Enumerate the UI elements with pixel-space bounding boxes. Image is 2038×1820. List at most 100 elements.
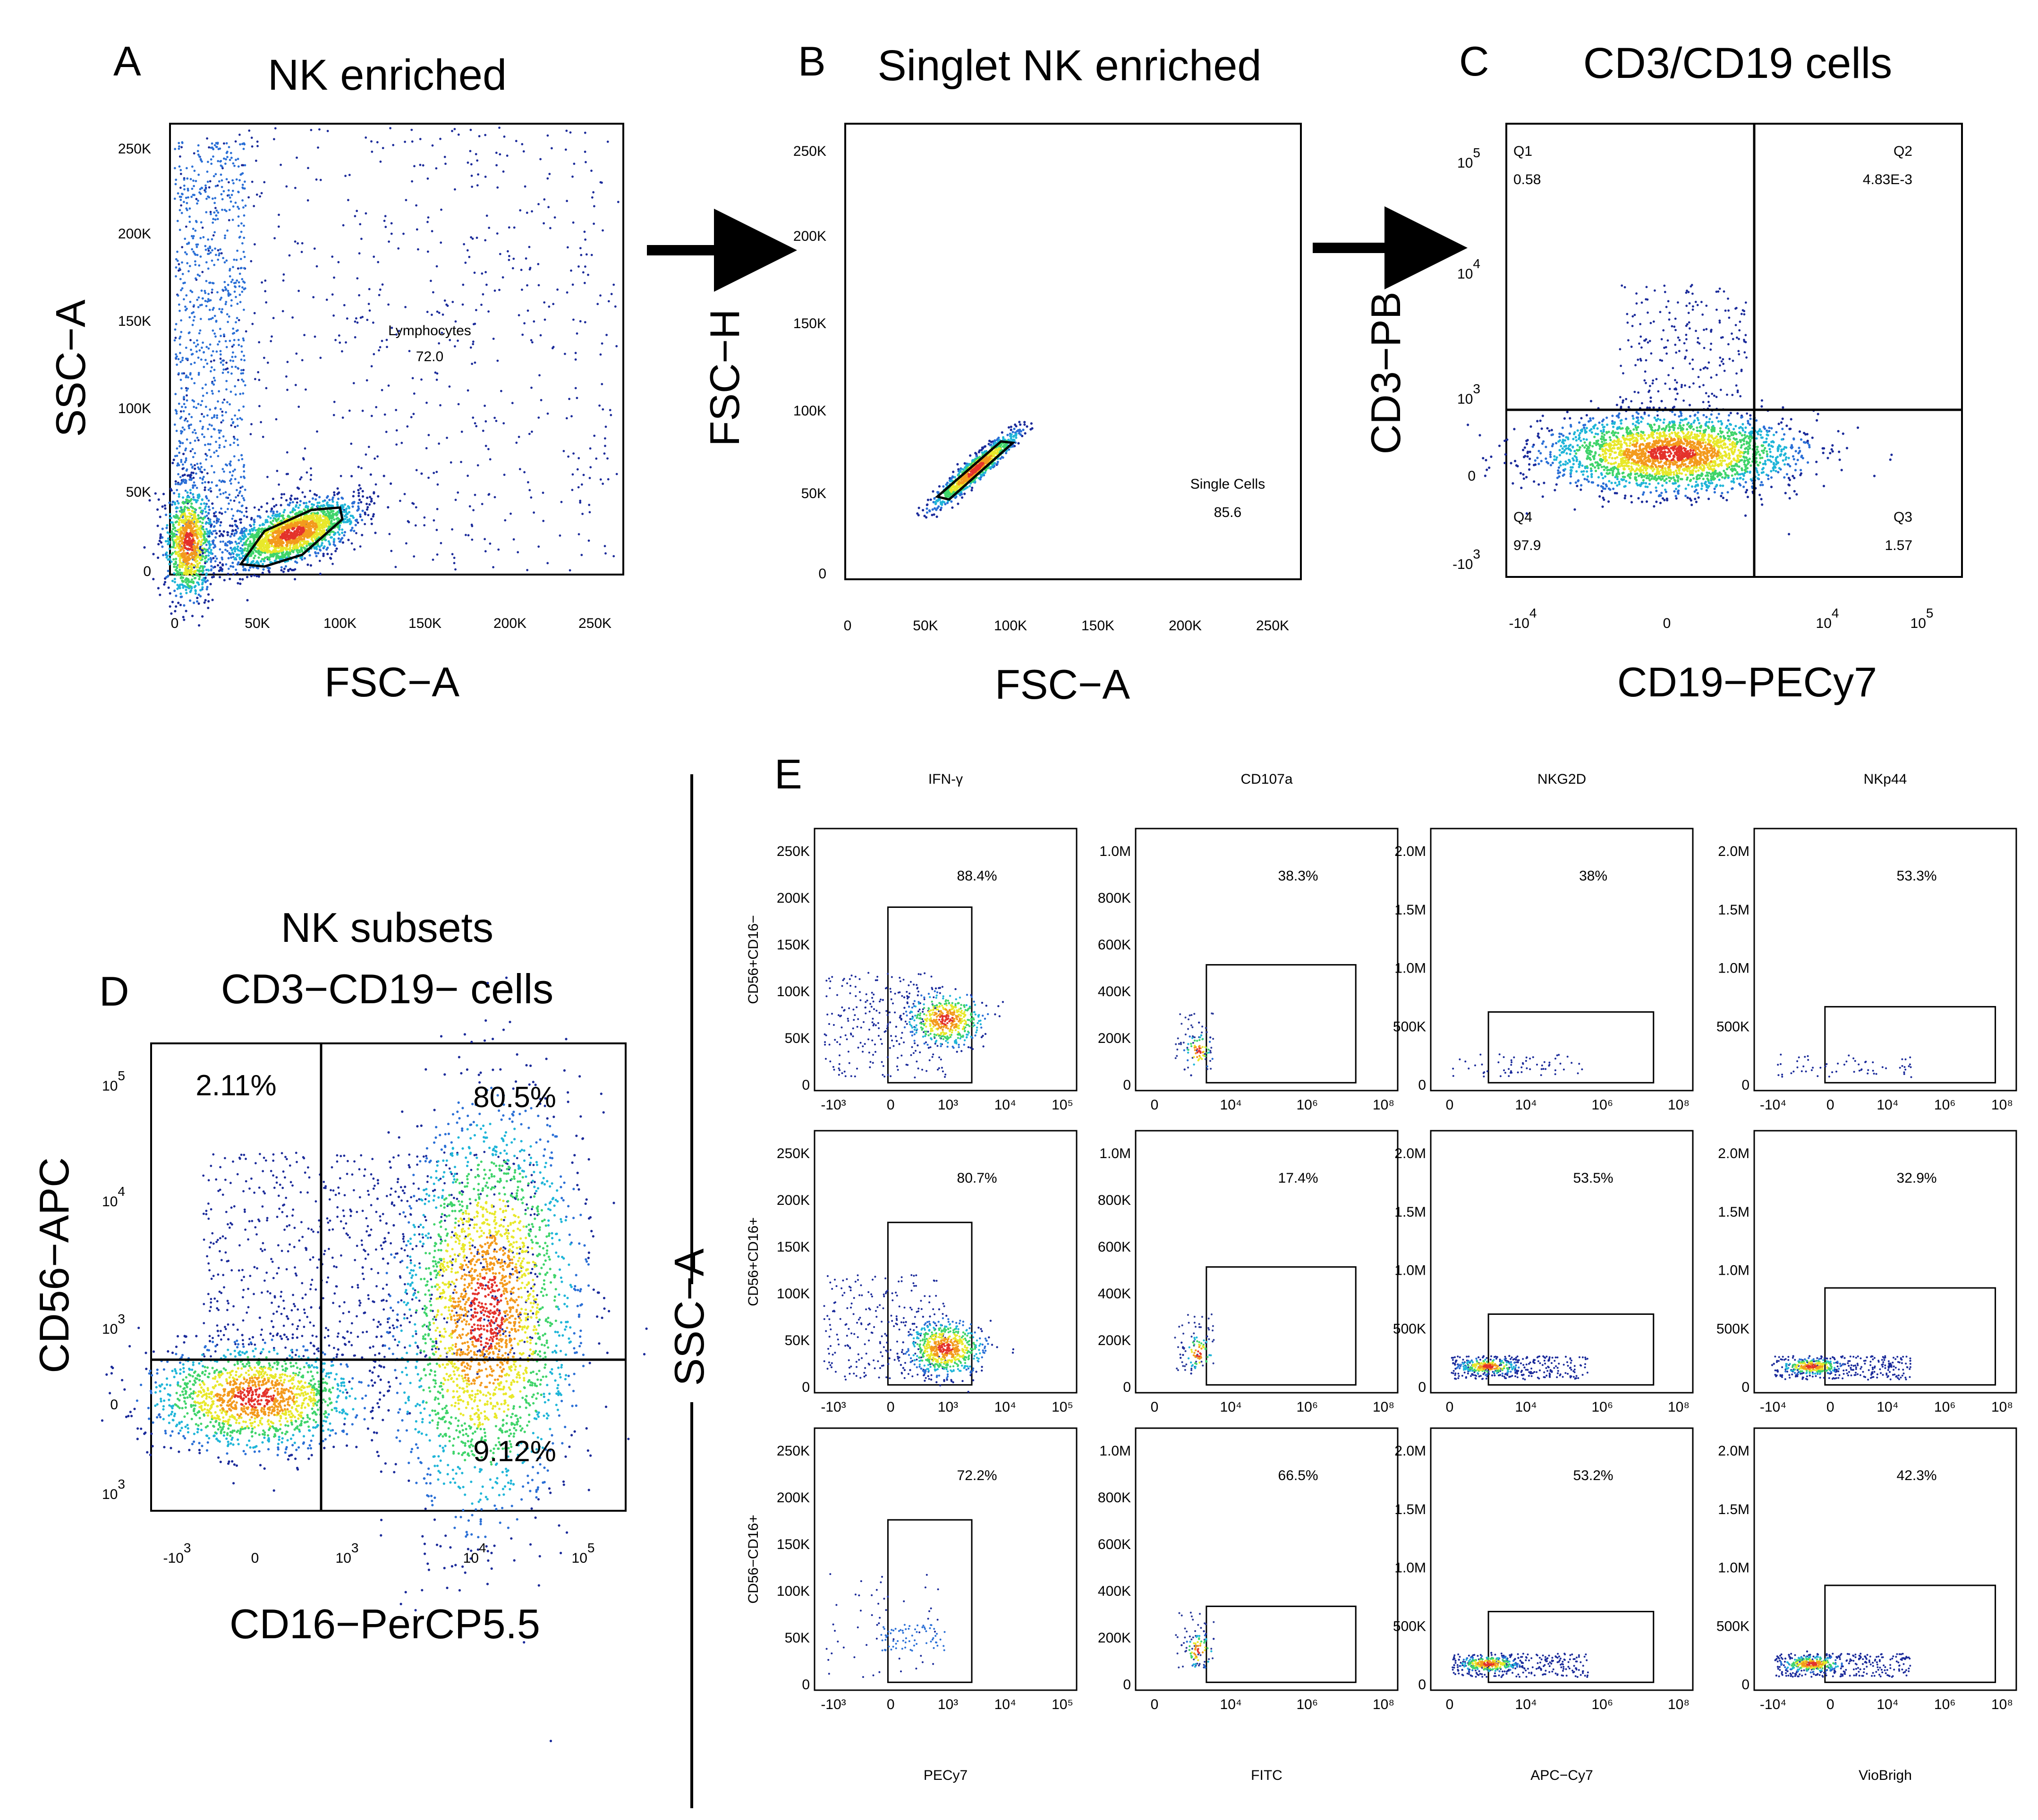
event-dot xyxy=(176,260,179,262)
event-dot xyxy=(288,504,291,507)
event-dot xyxy=(205,197,208,200)
event-dot xyxy=(218,390,220,393)
event-dot xyxy=(530,496,533,499)
event-dot xyxy=(294,578,297,581)
event-dot xyxy=(403,493,406,495)
event-dot xyxy=(537,203,540,205)
event-dot xyxy=(236,489,238,491)
event-dot xyxy=(200,289,203,292)
event-dot xyxy=(231,525,234,527)
event-dot xyxy=(176,587,179,590)
event-dot xyxy=(366,506,369,508)
event-dot xyxy=(199,589,202,592)
event-dot xyxy=(580,554,583,556)
event-dot xyxy=(173,535,176,538)
event-dot xyxy=(195,487,198,489)
event-dot xyxy=(202,542,205,545)
event-dot xyxy=(192,228,195,230)
event-dot xyxy=(451,528,453,531)
event-dot xyxy=(367,514,370,516)
event-dot xyxy=(180,204,182,207)
event-dot xyxy=(235,568,238,571)
event-dot xyxy=(242,339,245,342)
event-dot xyxy=(186,243,188,245)
event-dot xyxy=(231,561,234,564)
event-dot xyxy=(215,214,218,217)
event-dot xyxy=(243,359,246,362)
event-dot xyxy=(209,247,212,249)
event-dot xyxy=(297,406,300,408)
event-dot xyxy=(433,519,435,522)
event-dot xyxy=(184,406,187,409)
event-dot xyxy=(410,416,413,418)
event-dot xyxy=(179,155,181,158)
event-dot xyxy=(154,492,157,495)
event-dot xyxy=(196,298,199,301)
event-dot xyxy=(208,186,211,189)
event-dot xyxy=(229,275,231,278)
event-dot xyxy=(942,485,945,488)
event-dot xyxy=(198,578,201,581)
event-dot xyxy=(548,173,551,175)
event-dot xyxy=(246,561,249,564)
event-dot xyxy=(223,398,226,401)
event-dot xyxy=(229,444,232,446)
event-dot xyxy=(468,505,471,508)
event-dot xyxy=(460,461,462,463)
event-dot xyxy=(178,303,180,306)
event-dot xyxy=(439,137,442,140)
event-dot xyxy=(220,481,223,483)
event-dot xyxy=(391,327,393,329)
event-dot xyxy=(232,421,235,423)
event-dot xyxy=(181,513,184,516)
event-dot xyxy=(220,173,222,176)
event-dot xyxy=(243,355,245,357)
event-dot xyxy=(175,430,178,432)
event-dot xyxy=(571,283,574,286)
event-dot xyxy=(451,553,454,556)
event-dot xyxy=(184,251,187,254)
event-dot xyxy=(222,190,225,193)
event-dot xyxy=(205,588,208,591)
event-dot xyxy=(185,530,187,533)
event-dot xyxy=(220,429,222,432)
event-dot xyxy=(200,466,203,468)
event-dot xyxy=(228,502,230,505)
event-dot xyxy=(235,321,237,323)
event-dot xyxy=(417,248,419,251)
event-dot xyxy=(341,541,345,544)
event-dot xyxy=(492,338,495,340)
event-dot xyxy=(258,341,261,344)
event-dot xyxy=(241,495,243,497)
event-dot xyxy=(230,299,233,302)
event-dot xyxy=(224,491,227,494)
event-dot xyxy=(197,306,200,308)
event-dot xyxy=(562,450,565,452)
event-dot xyxy=(367,303,370,305)
event-dot xyxy=(472,416,475,419)
event-dot xyxy=(285,375,288,378)
event-dot xyxy=(272,532,274,535)
event-dot xyxy=(394,566,397,568)
event-dot xyxy=(604,552,607,555)
event-dot xyxy=(405,542,408,545)
event-dot xyxy=(596,303,599,305)
event-dot xyxy=(157,498,160,501)
event-dot xyxy=(239,173,242,176)
event-dot xyxy=(352,495,355,498)
event-dot xyxy=(224,286,227,288)
event-dot xyxy=(187,189,189,192)
event-dot xyxy=(195,277,197,280)
event-dot xyxy=(204,489,206,491)
event-dot xyxy=(599,478,602,481)
event-dot xyxy=(526,569,528,571)
event-dot xyxy=(238,409,240,412)
event-dot xyxy=(531,210,533,213)
event-dot xyxy=(225,346,228,348)
event-dot xyxy=(374,483,377,486)
event-dot xyxy=(269,561,272,564)
event-dot xyxy=(585,161,587,163)
event-dot xyxy=(211,533,213,535)
event-dot xyxy=(372,513,375,516)
event-dot xyxy=(260,560,263,563)
